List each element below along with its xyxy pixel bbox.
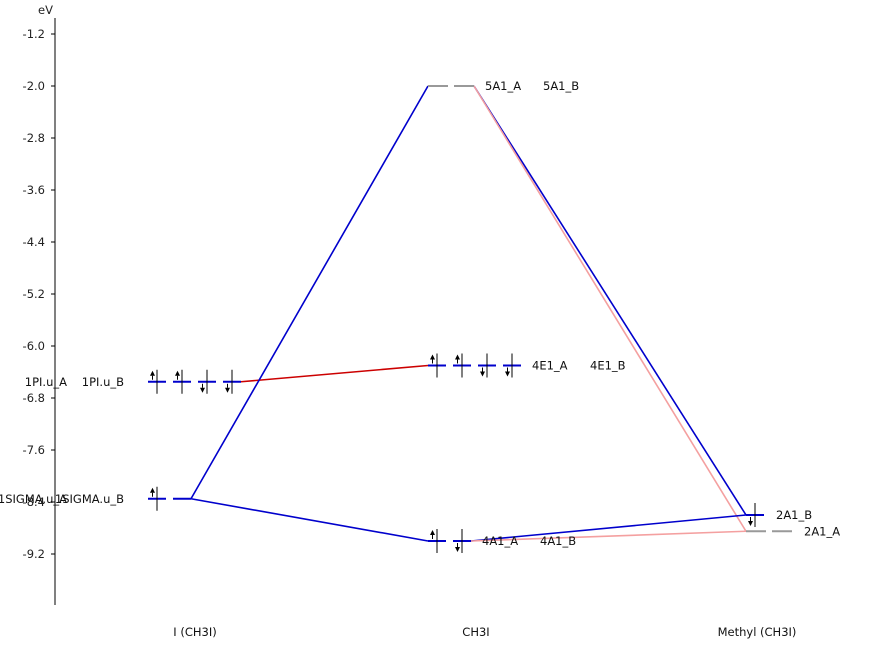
level-label: 2A1_A xyxy=(804,524,840,538)
column-label-left: I (CH3I) xyxy=(173,625,216,639)
level-label: 4E1_B xyxy=(590,359,626,373)
electron-down-arrow xyxy=(505,371,510,377)
level-label: 5A1_B xyxy=(543,79,579,93)
level-label: 1SIGMA.u_B xyxy=(55,492,124,506)
level-label: 2A1_B xyxy=(776,508,812,522)
electron-down-arrow xyxy=(225,387,230,393)
energy-level: 5A1_A 5A1_B xyxy=(428,79,579,93)
level-label: 1PI.u_B xyxy=(82,375,124,389)
y-tick-label: -7.6 xyxy=(23,443,45,457)
y-tick-label: -2.8 xyxy=(23,131,45,145)
y-tick-label: -8.4 xyxy=(23,495,45,509)
y-tick-label: -6.0 xyxy=(23,339,45,353)
connection-line xyxy=(190,497,429,542)
electron-up-arrow xyxy=(430,354,435,360)
electron-down-arrow xyxy=(200,387,205,393)
y-tick-label: -2.0 xyxy=(23,79,45,93)
level-label: 1PI.u_A xyxy=(25,375,67,389)
level-label: 4A1_B xyxy=(540,534,576,548)
level-label: 5A1_A xyxy=(485,79,521,93)
electron-down-arrow xyxy=(748,521,753,526)
y-axis: eV -1.2 -2.0 -2.8 -3.6 -4.4 -5.2 -6.0 -6.8 -7.6 -… xyxy=(23,3,56,605)
connection-line xyxy=(470,514,747,542)
energy-level: 1PI.u_B 1PI.u_A xyxy=(25,369,241,394)
energy-level: 2A1_A xyxy=(746,524,840,538)
connection-line xyxy=(473,85,747,532)
level-label: 1SIGMA.u_A xyxy=(0,492,67,506)
energy-level: 4E1_A 4E1_B xyxy=(428,353,626,378)
column-label-center: CH3I xyxy=(462,625,489,639)
level-label: 4E1_A xyxy=(532,359,568,373)
column-label-right: Methyl (CH3I) xyxy=(718,625,797,639)
energy-level: 4A1_A 4A1_B xyxy=(428,529,576,553)
connection-lines xyxy=(190,85,747,542)
electron-up-arrow xyxy=(150,487,155,493)
y-tick-label: -5.2 xyxy=(23,287,45,301)
column-labels: I (CH3I) CH3I Methyl (CH3I) xyxy=(173,625,796,639)
y-tick-label: -1.2 xyxy=(23,27,45,41)
energy-level: 2A1_B xyxy=(746,503,812,527)
y-tick-label: -4.4 xyxy=(23,235,45,249)
y-tick-label: -6.8 xyxy=(23,391,45,405)
connection-line xyxy=(470,530,747,542)
electron-up-arrow xyxy=(430,530,435,535)
connection-line xyxy=(190,85,429,500)
level-label: 4A1_A xyxy=(482,534,518,548)
connection-line xyxy=(473,85,747,516)
connection-line xyxy=(240,364,429,383)
electron-up-arrow xyxy=(175,370,180,376)
electron-up-arrow xyxy=(455,354,460,360)
y-axis-unit-label: eV xyxy=(38,3,53,17)
electron-down-arrow xyxy=(455,547,460,552)
y-tick-label: -3.6 xyxy=(23,183,45,197)
y-tick-label: -9.2 xyxy=(23,547,45,561)
electron-up-arrow xyxy=(150,370,155,376)
electron-down-arrow xyxy=(480,371,485,377)
